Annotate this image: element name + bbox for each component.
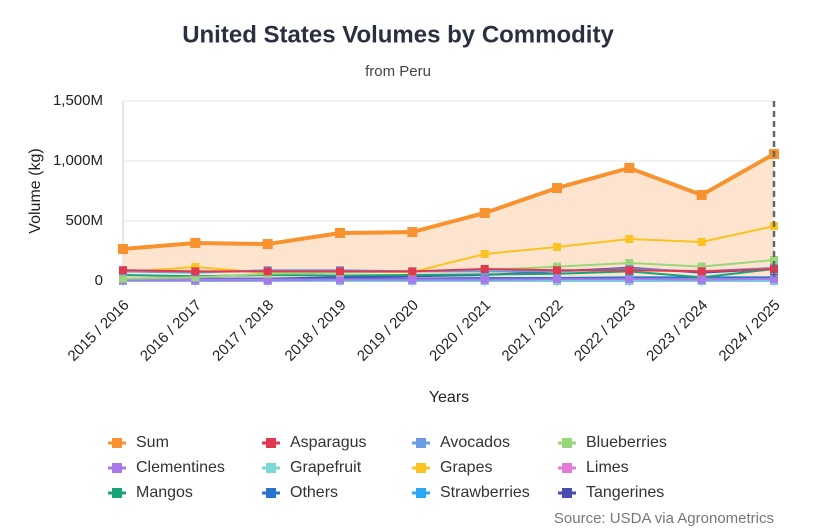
marker: [553, 275, 561, 284]
x-tick-label: 2019 / 2020: [354, 297, 422, 365]
y-axis-title: Volume (kg): [27, 148, 44, 233]
area: [123, 154, 774, 281]
legend-label[interactable]: Mangos: [136, 484, 193, 501]
marker: [190, 237, 201, 248]
legend-label[interactable]: Clementines: [136, 459, 225, 476]
marker: [335, 228, 345, 238]
marker: [697, 262, 706, 271]
x-tick-label: 2021 / 2022: [499, 297, 567, 365]
legend-label[interactable]: Others: [290, 484, 338, 501]
marker: [407, 227, 418, 238]
marker: [625, 259, 634, 267]
marker: [625, 266, 634, 275]
x-tick-label: 2016 / 2017: [137, 297, 205, 365]
legend-marker: [112, 463, 122, 473]
marker: [553, 266, 561, 275]
legend-label[interactable]: Sum: [136, 434, 169, 451]
marker: [191, 262, 200, 271]
legend-label[interactable]: Grapefruit: [290, 459, 362, 476]
marker: [262, 239, 273, 250]
marker: [770, 265, 778, 273]
legend-marker: [112, 438, 122, 448]
legend-label[interactable]: Grapes: [440, 459, 492, 476]
marker: [480, 275, 489, 284]
marker: [697, 275, 706, 284]
marker: [336, 267, 344, 276]
y-tick-label: 1,000M: [53, 152, 103, 169]
marker: [263, 267, 272, 276]
legend-marker: [416, 438, 426, 448]
marker: [263, 276, 272, 285]
legend-label[interactable]: Asparagus: [290, 434, 367, 451]
y-tick-label: 1,500M: [53, 92, 103, 109]
marker: [191, 267, 200, 276]
legend-label[interactable]: Tangerines: [586, 484, 664, 501]
series-line: [123, 276, 774, 280]
legend-label[interactable]: Limes: [586, 459, 629, 476]
series-line: [122, 152, 775, 251]
y-tick-label: 0: [95, 272, 103, 289]
series-line: [122, 225, 775, 274]
legend-marker: [266, 463, 276, 473]
legend-label[interactable]: Blueberries: [586, 434, 667, 451]
marker: [191, 273, 200, 282]
legend-marker: [112, 488, 122, 498]
legend-marker: [266, 488, 276, 498]
x-tick-label: 2023 / 2024: [643, 297, 711, 365]
marker: [119, 266, 127, 275]
legend-marker: [416, 463, 426, 473]
y-tick-label: 500M: [65, 212, 103, 229]
marker: [697, 267, 706, 276]
marker: [408, 267, 417, 276]
legend-marker: [562, 488, 572, 498]
x-tick-label: 2018 / 2019: [282, 297, 350, 365]
marker: [480, 250, 489, 258]
marker: [697, 238, 706, 246]
marker: [770, 256, 778, 264]
marker: [118, 243, 128, 254]
marker: [553, 243, 561, 252]
marker: [770, 275, 778, 284]
chart-subtitle: from Peru: [365, 63, 431, 80]
legend-label[interactable]: Avocados: [440, 434, 510, 451]
legend-marker: [562, 463, 572, 473]
source-note: Source: USDA via Agronometrics: [554, 510, 774, 527]
series-line: [123, 278, 775, 282]
chart-title: United States Volumes by Commodity: [182, 21, 614, 48]
marker: [624, 162, 635, 173]
legend-marker: [266, 438, 276, 448]
marker: [552, 183, 562, 193]
x-tick-label: 2022 / 2023: [571, 297, 639, 365]
marker: [119, 274, 127, 283]
marker: [625, 235, 634, 243]
x-tick-label: 2020 / 2021: [426, 297, 494, 365]
x-tick-label: 2015 / 2016: [65, 297, 133, 365]
legend-marker: [416, 488, 426, 498]
x-tick-label: 2024 / 2025: [716, 297, 784, 365]
marker: [336, 275, 344, 284]
marker: [479, 207, 490, 218]
marker: [408, 275, 417, 284]
marker: [625, 275, 634, 284]
x-tick-label: 2017 / 2018: [209, 297, 277, 365]
series-line: [122, 267, 775, 273]
legend-label[interactable]: Strawberries: [440, 484, 530, 501]
legend-marker: [562, 438, 572, 448]
x-axis-title: Years: [429, 389, 469, 406]
marker: [696, 189, 707, 200]
marker: [480, 265, 489, 273]
